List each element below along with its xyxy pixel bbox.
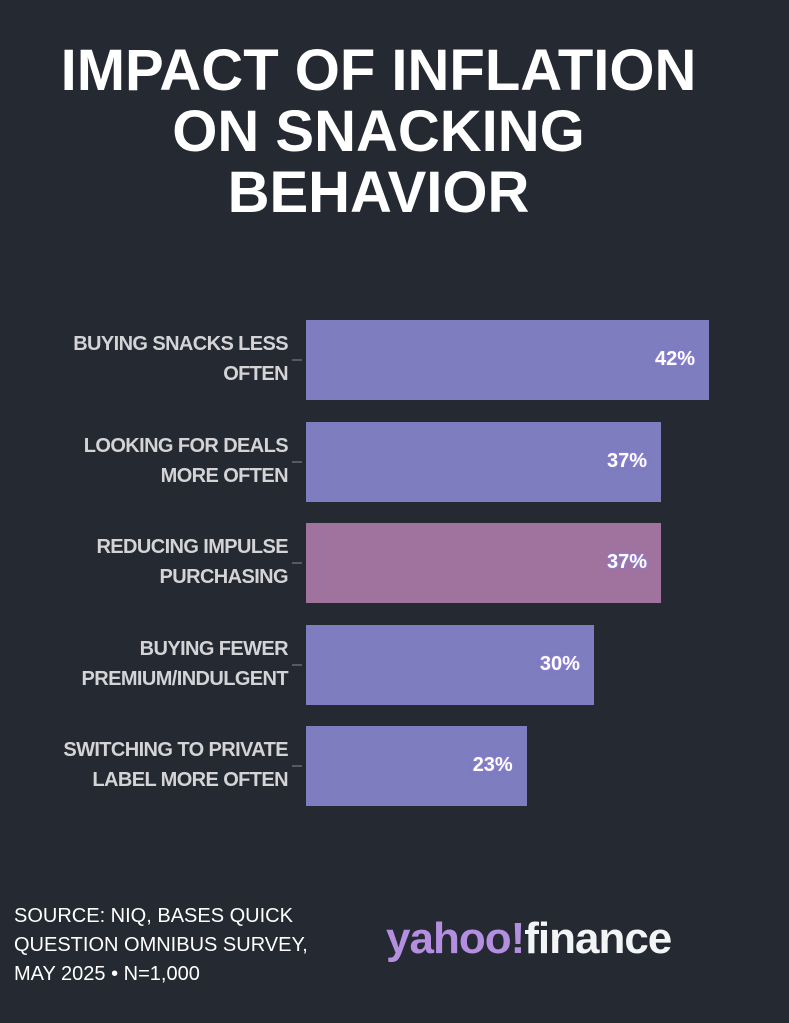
category-label: BUYING FEWER PREMIUM/INDULGENT <box>0 634 289 694</box>
data-label: 30% <box>539 652 580 675</box>
category-label-line: PREMIUM/INDULGENT <box>81 667 289 690</box>
title-line: ON SNACKING <box>172 99 585 164</box>
axis-tick <box>292 359 302 361</box>
data-label: 37% <box>607 449 648 472</box>
category-label-line: LABEL MORE OFTEN <box>92 769 288 791</box>
axis-tick <box>292 765 302 767</box>
source-line: QUESTION OMNIBUS SURVEY, <box>14 934 308 956</box>
chart-title: IMPACT OF INFLATION ON SNACKING BEHAVIOR <box>0 40 757 223</box>
data-label: 23% <box>472 754 513 776</box>
bar <box>306 726 527 806</box>
source-line: MAY 2025 • N=1,000 <box>14 963 200 985</box>
category-label-line: REDUCING IMPULSE <box>96 536 288 558</box>
title-line: IMPACT OF INFLATION <box>60 38 697 103</box>
category-label: LOOKING FOR DEALS MORE OFTEN <box>0 431 289 491</box>
logo-yahoo: yahoo! <box>386 914 525 963</box>
category-label-line: SWITCHING TO PRIVATE <box>63 739 288 761</box>
category-label: SWITCHING TO PRIVATE LABEL MORE OFTEN <box>0 735 288 795</box>
category-label-line: BUYING FEWER <box>139 637 289 660</box>
category-label-line: LOOKING FOR DEALS <box>83 434 289 457</box>
category-label: BUYING SNACKS LESS OFTEN <box>0 329 288 389</box>
category-label: REDUCING IMPULSE PURCHASING <box>0 532 288 592</box>
category-label-line: BUYING SNACKS LESS <box>73 333 288 355</box>
bar <box>306 624 594 705</box>
category-label-line: MORE OFTEN <box>160 464 289 487</box>
logo-finance: finance <box>524 914 672 963</box>
axis-tick <box>292 663 302 666</box>
source-note: SOURCE: NIQ, BASES QUICK QUESTION OMNIBU… <box>14 902 354 989</box>
title-line: BEHAVIOR <box>227 160 530 225</box>
source-line: SOURCE: NIQ, BASES QUICK <box>14 905 293 927</box>
bar <box>306 523 662 603</box>
axis-tick <box>292 562 302 564</box>
category-label-line: PURCHASING <box>159 566 289 588</box>
data-label: 37% <box>607 551 648 573</box>
data-label: 42% <box>655 348 696 370</box>
bar <box>306 320 709 400</box>
yahoo-finance-logo: yahoo!finance <box>386 914 776 964</box>
axis-tick <box>292 460 302 463</box>
category-label-line: OFTEN <box>223 363 288 385</box>
bar <box>306 421 662 502</box>
